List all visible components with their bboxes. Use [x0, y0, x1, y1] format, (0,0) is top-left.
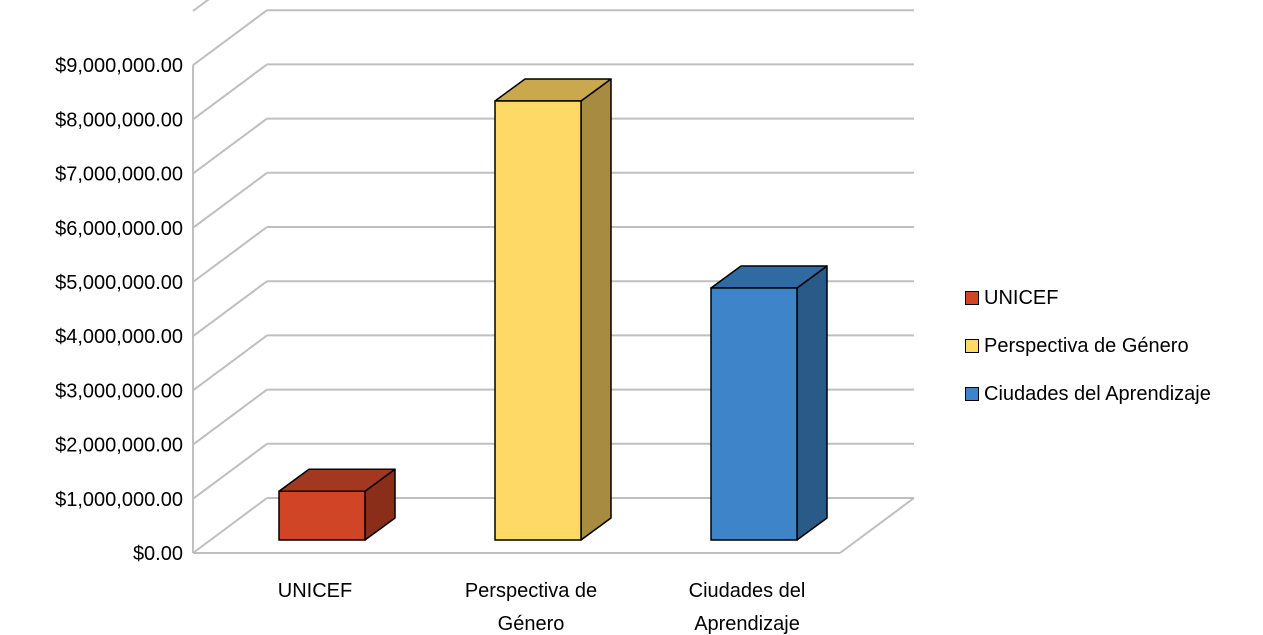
x-category-label: Ciudades del Aprendizaje: [689, 580, 806, 635]
y-tick-label: $1,000,000.00: [55, 489, 183, 511]
y-tick-label: $0.00: [133, 543, 183, 565]
gridline-diagonal: [192, 171, 268, 229]
gridline-diagonal: [192, 63, 268, 121]
y-tick-label: $2,000,000.00: [55, 435, 183, 457]
y-tick-label: $6,000,000.00: [55, 218, 183, 240]
bar-front-face: [278, 490, 366, 541]
gridline-diagonal: [192, 388, 268, 446]
floor-right-edge: [839, 497, 915, 554]
y-axis-ticks: $0.00 $1,000,000.00 $2,000,000.00 $3,000,00…: [55, 55, 183, 565]
legend-label-ciudades: Ciudades del Aprendizaje: [984, 382, 1211, 405]
gridline-diagonal: [192, 226, 268, 283]
bar-3: [710, 265, 828, 541]
bar-front-face: [710, 287, 798, 541]
y-tick-label: $8,000,000.00: [55, 109, 183, 131]
y-tick-label: $5,000,000.00: [55, 272, 183, 294]
x-category-label: Perspectiva de Género: [465, 580, 597, 635]
legend-swatch-ciudades: [965, 387, 979, 401]
y-tick-label: $7,000,000.00: [55, 164, 183, 186]
bar-2: [494, 78, 612, 541]
legend-label-unicef: UNICEF: [984, 286, 1059, 309]
bar-1: [278, 468, 396, 541]
gridline-diagonal: [192, 117, 268, 175]
bar-side-face: [580, 78, 612, 541]
gridline-diagonal: [192, 497, 268, 554]
legend-label-perspectiva: Perspectiva de Género: [984, 334, 1189, 357]
y-tick-label: $9,000,000.00: [55, 55, 183, 77]
y-tick-label: $3,000,000.00: [55, 380, 183, 402]
legend-item-ciudades: Ciudades del Aprendizaje: [965, 380, 1211, 408]
legend: UNICEF Perspectiva de Género Ciudades de…: [965, 284, 1211, 428]
gridline-diagonal: [192, 0, 210, 12]
gridline-diagonal: [192, 280, 268, 338]
bar-front-face: [494, 100, 582, 541]
legend-item-perspectiva: Perspectiva de Género: [965, 332, 1211, 360]
legend-swatch-unicef: [965, 291, 979, 305]
bars: [278, 78, 828, 541]
x-category-label: UNICEF: [278, 580, 352, 602]
legend-swatch-perspectiva: [965, 339, 979, 353]
gridline-diagonal: [192, 442, 268, 500]
gridline-diagonal: [192, 9, 268, 67]
y-tick-label: $4,000,000.00: [55, 326, 183, 348]
legend-item-unicef: UNICEF: [965, 284, 1211, 312]
gridline-diagonal: [192, 334, 268, 392]
x-axis-categories: UNICEF Perspectiva de Género Ciudades del Ap…: [278, 580, 806, 635]
bar-side-face: [796, 265, 828, 541]
